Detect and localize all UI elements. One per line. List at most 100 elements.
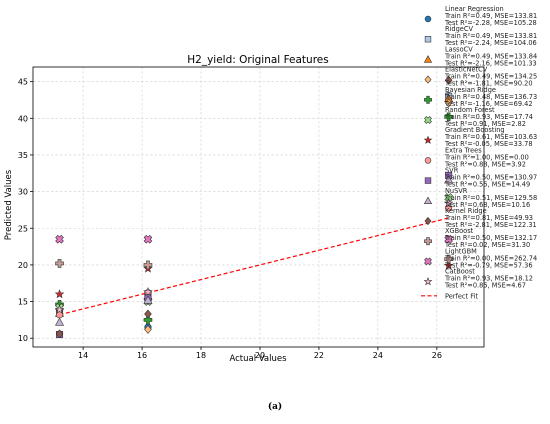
fit-line-layer [59, 217, 449, 316]
x-axis-label: Actual Values [229, 354, 287, 364]
xgboost-point [55, 259, 64, 268]
legend-name-nusvr: NuSVR [445, 187, 468, 195]
legend-train-linear-regression: Train R²=0.49, MSE=133.81 [444, 12, 537, 20]
catboost-point [143, 286, 153, 297]
x-tick-label: 18 [196, 351, 206, 360]
y-tick-label: 20 [18, 261, 28, 270]
legend-test-elasticnetcv: Test R²=-1.81, MSE=90.20 [444, 80, 533, 88]
legend-test-gradient-boosting: Test R²=-0.05, MSE=33.78 [444, 140, 533, 148]
legend-name-kernel-ridge: Kernel Ridge [445, 207, 487, 215]
legend-train-lightgbm: Train R²=0.00, MSE=262.74 [444, 254, 537, 262]
perfect-fit-line [59, 217, 449, 316]
legend-name-svr: SVR [445, 167, 459, 175]
data-points [54, 75, 454, 339]
legend-train-svr: Train R²=0.50, MSE=130.97 [444, 174, 537, 182]
lightgbm-point [444, 234, 453, 244]
legend-train-bayesian-ridge: Train R²=0.48, MSE=136.73 [444, 93, 537, 101]
legend-train-nusvr: Train R²=0.51, MSE=129.58 [444, 194, 537, 202]
legend-name-extra-trees: Extra Trees [445, 146, 482, 154]
nusvr-point [143, 295, 153, 304]
legend-test-random-forest: Test R²=0.91, MSE=2.82 [444, 120, 526, 128]
y-tick-label: 25 [18, 224, 28, 233]
legend-train-ridgecv: Train R²=0.49, MSE=133.81 [444, 32, 537, 40]
axis-ticks: 14 16 18 20 22 24 26 10 15 20 25 30 35 40 45 [18, 78, 442, 360]
kernel-ridge-point [55, 329, 64, 339]
legend-train-catboost: Train R²=0.93, MSE=18.12 [444, 275, 533, 283]
y-tick-label: 35 [18, 151, 28, 160]
legend-marker-lassocv [423, 55, 433, 63]
legend-test-kernel-ridge: Test R²=-2.81, MSE=122.31 [444, 221, 537, 229]
legend-name-gradient-boosting: Gradient Boosting [445, 126, 505, 134]
legend-name-xgboost: XGBoost [445, 227, 474, 235]
y-tick-label: 10 [18, 334, 28, 343]
random-forest-point [444, 193, 453, 202]
legend-test-catboost: Test R²=0.85, MSE=4.67 [444, 282, 526, 290]
legend-train-elasticnetcv: Train R²=0.49, MSE=134.25 [444, 73, 537, 81]
legend-marker-nusvr [423, 196, 433, 204]
legend-marker-xgboost [424, 237, 432, 246]
chart-title: H2_yield: Original Features [187, 54, 328, 66]
x-tick-label: 26 [432, 351, 442, 360]
legend-name-perfect-fit: Perfect Fit [445, 292, 478, 300]
legend-marker-random-forest [424, 116, 432, 124]
legend-marker-kernel-ridge [424, 216, 432, 226]
x-tick-label: 24 [373, 351, 383, 360]
catboost-point [443, 198, 454, 208]
legend-name-ridgecv: RidgeCV [445, 25, 473, 33]
gradient-boosting-point [443, 260, 454, 270]
kernel-ridge-point [144, 309, 152, 319]
plot-frame [32, 66, 485, 348]
legend-train-random-forest: Train R²=0.93, MSE=17.74 [444, 113, 533, 121]
legend-name-bayesian-ridge: Bayesian Ridge [445, 86, 496, 94]
legend-test-linear-regression: Test R²=-2.28, MSE=105.28 [444, 19, 537, 27]
legend-train-kernel-ridge: Train R²=0.81, MSE=49.93 [444, 214, 533, 222]
legend-test-xgboost: Test R²=0.02, MSE=31.30 [444, 241, 530, 249]
legend-marker-svr [424, 177, 432, 184]
x-tick-label: 16 [137, 351, 147, 360]
bayesian-ridge-point [444, 112, 453, 122]
legend-test-nusvr: Test R²=0.68, MSE=10.16 [444, 201, 530, 209]
legend-test-lassocv: Test R²=-2.16, MSE=101.33 [444, 59, 537, 67]
elasticnetcv-point [144, 324, 152, 334]
legend-name-catboost: CatBoost [445, 268, 475, 276]
nusvr-point [444, 175, 454, 184]
legend-marker-lightgbm [424, 257, 432, 266]
y-tick-label: 15 [18, 298, 28, 307]
y-tick-label: 40 [18, 114, 28, 123]
elasticnetcv-point [444, 98, 453, 108]
legend-marker-catboost [423, 276, 433, 286]
legend-train-lassocv: Train R²=0.49, MSE=133.84 [444, 52, 537, 60]
legend-name-linear-regression: Linear Regression [445, 5, 504, 13]
legend-marker-bayesian-ridge [424, 95, 432, 104]
legend-marker-ridgecv [424, 36, 432, 43]
legend-test-svr: Test R²=0.55, MSE=14.49 [444, 181, 530, 189]
catboost-point [54, 304, 65, 314]
legend-train-gradient-boosting: Train R²=0.61, MSE=103.63 [444, 133, 537, 141]
legend-train-xgboost: Train R²=0.50, MSE=132.17 [444, 234, 537, 242]
xgboost-point [143, 260, 153, 270]
legend-name-lightgbm: LightGBM [445, 247, 477, 255]
legend-marker-linear-regression [424, 15, 432, 23]
lightgbm-point [55, 234, 64, 244]
legend-test-lightgbm: Test R²=-0.79, MSE=57.36 [444, 261, 533, 269]
legend-marker-elasticnetcv [424, 75, 432, 84]
gradient-boosting-point [54, 289, 65, 299]
legend-name-elasticnetcv: ElasticNetCV [445, 66, 488, 74]
legend-train-extra-trees: Train R²=1.00, MSE=0.00 [444, 153, 529, 161]
legend-name-lassocv: LassoCV [445, 45, 473, 53]
legend-test-ridgecv: Test R²=-2.24, MSE=104.06 [444, 39, 537, 47]
bayesian-ridge-point [143, 315, 153, 325]
legend-test-bayesian-ridge: Test R²=-1.16, MSE=69.42 [444, 100, 533, 108]
kernel-ridge-point [444, 75, 453, 85]
x-tick-label: 22 [314, 351, 324, 360]
figure-caption: (a) [267, 402, 283, 412]
legend-test-extra-trees: Test R²=0.88, MSE=3.92 [444, 160, 526, 168]
lightgbm-point [143, 234, 153, 244]
x-tick-label: 20 [255, 351, 265, 360]
x-tick-label: 14 [78, 351, 88, 360]
y-axis-label: Predicted Values [4, 169, 14, 240]
xgboost-point [444, 254, 453, 264]
legend-name-random-forest: Random Forest [445, 106, 495, 114]
